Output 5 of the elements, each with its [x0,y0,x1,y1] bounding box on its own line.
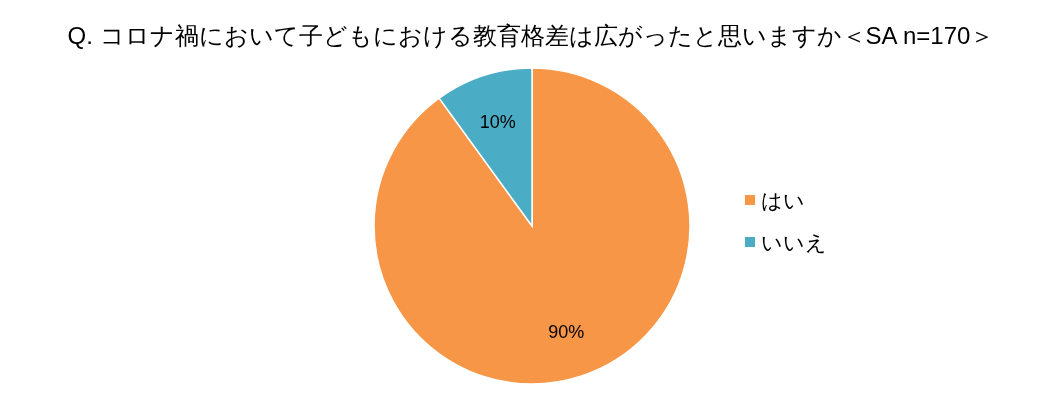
data-label: 90% [548,322,585,343]
legend-label: いいえ [761,231,827,254]
chart-title: Q. コロナ禍において子どもにおける教育格差は広がったと思いますか＜SA n=170＞ [67,22,995,49]
legend-label: はい [761,189,805,212]
data-label: 10% [479,111,516,132]
